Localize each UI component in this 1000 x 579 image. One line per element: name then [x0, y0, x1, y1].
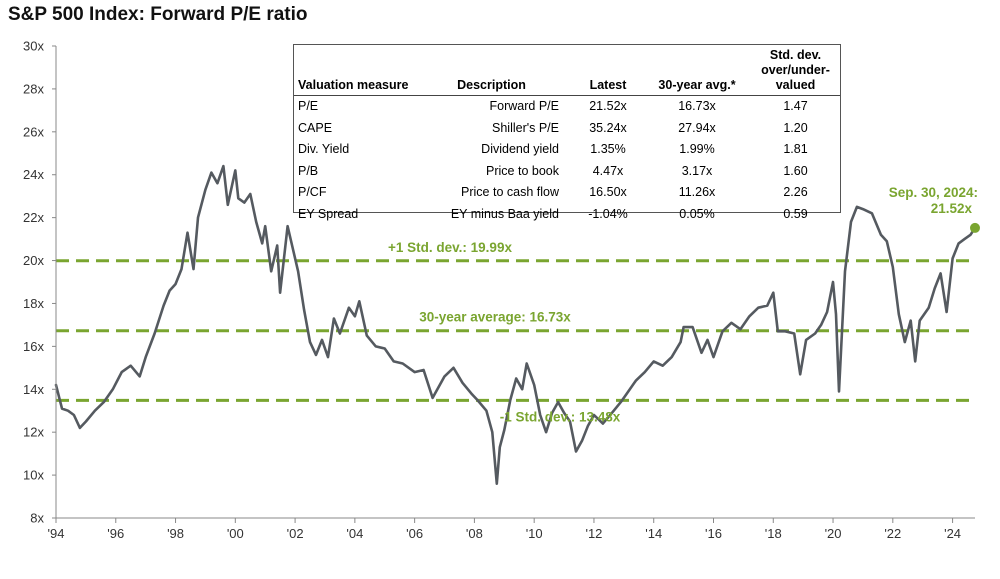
cell-std-dev: 1.60 — [783, 163, 808, 178]
x-tick-label: '96 — [107, 526, 124, 541]
cell-description: Forward P/E — [489, 99, 559, 113]
cell-30yr-avg: 3.17x — [681, 163, 713, 178]
latest-point-marker — [970, 222, 980, 233]
cell-latest: 1.35% — [590, 142, 626, 156]
y-tick-label: 18x — [23, 296, 44, 311]
cell-description: Price to cash flow — [461, 185, 559, 199]
y-tick-label: 12x — [23, 425, 44, 440]
y-tick-label: 8x — [30, 511, 44, 526]
header-description: Description — [420, 45, 573, 96]
cell-latest: -1.04% — [588, 206, 628, 221]
x-tick-label: '14 — [645, 526, 662, 541]
header-30yr-avg: 30-year avg.* — [643, 45, 751, 96]
cell-measure: Div. Yield — [298, 142, 350, 156]
y-tick-label: 30x — [23, 39, 44, 54]
header-std-dev: Std. dev. over/under-valued — [751, 45, 840, 96]
x-tick-label: '10 — [526, 526, 543, 541]
latest-point-label-date: Sep. 30, 2024: — [889, 185, 978, 200]
cell-30yr-avg: 16.73x — [678, 99, 716, 113]
x-tick-label: '00 — [227, 526, 244, 541]
series-line — [54, 164, 977, 485]
cell-measure: P/E — [298, 99, 319, 113]
x-tick-label: '08 — [466, 526, 483, 541]
cell-latest: 35.24x — [589, 120, 627, 135]
table-header-row: Valuation measure Description Latest 30-… — [294, 45, 840, 96]
cell-measure: P/CF — [298, 185, 327, 199]
cell-latest: 16.50x — [589, 185, 627, 199]
latest-point-layer: Sep. 30, 2024:21.52x — [889, 185, 980, 233]
cell-description: Dividend yield — [481, 142, 559, 156]
table-row: P/CF Price to cash flow 16.50x 11.26x 2.26 — [294, 182, 840, 204]
y-tick-label: 28x — [23, 81, 44, 96]
chart-title: S&P 500 Index: Forward P/E ratio — [8, 4, 308, 25]
y-tick-label: 16x — [23, 339, 44, 354]
cell-description: Price to book — [486, 163, 559, 178]
table-row: P/B Price to book 4.47x 3.17x 1.60 — [294, 161, 840, 183]
cell-30yr-avg: 0.05% — [679, 206, 715, 221]
cell-description: EY minus Baa yield — [450, 206, 559, 221]
table-row: P/E Forward P/E 21.52x 16.73x 1.47 — [294, 96, 840, 118]
x-tick-label: '16 — [705, 526, 722, 541]
x-tick-label: '94 — [48, 526, 65, 541]
valuation-table: Valuation measure Description Latest 30-… — [293, 44, 841, 221]
x-tick-label: '06 — [406, 526, 423, 541]
table-row: EY Spread EY minus Baa yield -1.04% 0.05% 0.… — [294, 204, 840, 226]
header-latest: Latest — [573, 45, 643, 96]
cell-std-dev: 1.47 — [783, 99, 808, 113]
cell-std-dev: 0.59 — [783, 206, 808, 221]
y-tick-label: 24x — [23, 167, 44, 182]
cell-std-dev: 1.20 — [783, 120, 808, 135]
table-row: Div. Yield Dividend yield 1.35% 1.99% 1.81 — [294, 139, 840, 161]
x-tick-label: '04 — [346, 526, 363, 541]
reference-labels: +1 Std. dev.: 19.99x 30-year average: 16.… — [388, 240, 621, 425]
x-tick-label: '24 — [944, 526, 961, 541]
header-valuation-measure: Valuation measure — [294, 45, 420, 96]
y-tick-label: 26x — [23, 124, 44, 139]
cell-latest: 21.52x — [589, 99, 627, 113]
y-tick-label: 10x — [23, 468, 44, 483]
cell-std-dev: 2.26 — [783, 185, 808, 199]
x-tick-label: '20 — [825, 526, 842, 541]
x-tick-label: '98 — [167, 526, 184, 541]
x-tick-label: '12 — [585, 526, 602, 541]
reference-line-label: -1 Std. dev.: 13.48x — [500, 409, 621, 424]
reference-lines — [56, 259, 975, 402]
cell-measure: P/B — [298, 163, 319, 178]
x-tick-label: '22 — [884, 526, 901, 541]
y-tick-label: 22x — [23, 210, 44, 225]
reference-line-label: +1 Std. dev.: 19.99x — [388, 240, 512, 255]
table-body: P/E Forward P/E 21.52x 16.73x 1.47 CAPE Shille… — [294, 96, 840, 226]
table-row: CAPE Shiller's P/E 35.24x 27.94x 1.20 — [294, 118, 840, 140]
cell-description: Shiller's P/E — [492, 120, 559, 135]
cell-30yr-avg: 11.26x — [678, 185, 716, 199]
cell-latest: 4.47x — [592, 163, 624, 178]
latest-point-label-value: 21.52x — [931, 201, 973, 216]
axis-layer: 30x 28x 26x 24x 22x 20x 18x 16x 14x 12x 10x 8x '94 '9… — [23, 39, 975, 541]
header-std-dev-line1: Std. dev. — [769, 48, 822, 62]
x-tick-label: '02 — [287, 526, 304, 541]
series-layer — [54, 164, 977, 485]
cell-measure: CAPE — [298, 120, 333, 135]
header-std-dev-line2: over/under-valued — [761, 63, 830, 92]
y-tick-label: 20x — [23, 253, 44, 268]
x-tick-label: '18 — [765, 526, 782, 541]
cell-30yr-avg: 1.99% — [679, 142, 715, 156]
y-tick-label: 14x — [23, 382, 44, 397]
cell-30yr-avg: 27.94x — [678, 120, 716, 135]
cell-std-dev: 1.81 — [783, 142, 808, 156]
reference-line-label: 30-year average: 16.73x — [419, 310, 571, 325]
cell-measure: EY Spread — [298, 206, 359, 221]
